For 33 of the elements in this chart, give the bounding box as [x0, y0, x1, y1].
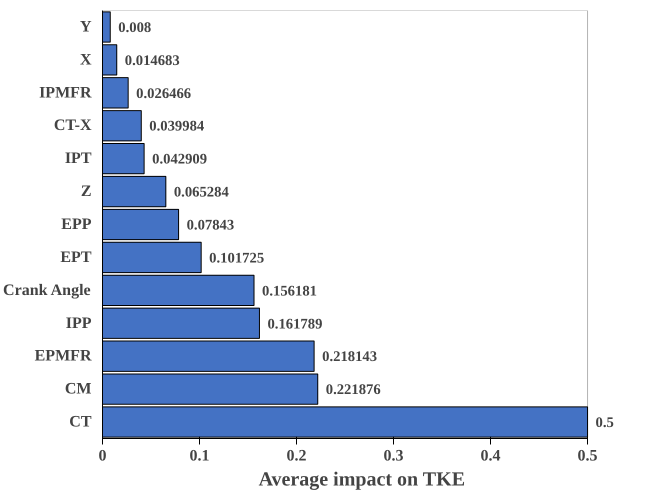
y-tick-label: IPP	[66, 314, 92, 332]
x-axis-title: Average impact on TKE	[258, 468, 466, 490]
data-label: 0.5	[596, 415, 614, 432]
data-label: 0.07843	[186, 218, 234, 234]
data-label: 0.221876	[326, 382, 381, 398]
data-label: 0.156181	[262, 283, 317, 300]
data-label: 0.008	[118, 20, 152, 36]
data-label: 0.161789	[267, 316, 322, 332]
y-tick-label: EPT	[60, 248, 92, 266]
y-tick-label: CT-X	[54, 117, 92, 134]
x-tick-label: 0	[98, 448, 106, 464]
y-tick-label: Z	[80, 183, 92, 200]
data-label: 0.065284	[174, 184, 230, 201]
y-tick-label: IPMFR	[39, 84, 92, 102]
data-label: 0.026466	[136, 86, 192, 102]
y-tick-label: CT	[69, 414, 92, 431]
data-label: 0.101725	[209, 250, 264, 266]
data-label: 0.039984	[149, 118, 205, 135]
y-tick-label: EPP	[61, 216, 92, 233]
y-tick-label: IPT	[64, 150, 92, 168]
x-tick-label: 0.1	[190, 448, 210, 464]
data-label: 0.042909	[152, 152, 208, 168]
x-tick-label: 0.3	[384, 448, 404, 464]
y-tick-label: X	[80, 51, 92, 68]
x-tick-label: 0.4	[480, 448, 501, 464]
x-tick-label: 0.5	[578, 448, 598, 464]
y-tick-label: EPMFR	[34, 348, 92, 365]
data-label: 0.218143	[322, 349, 378, 366]
y-tick-label: Y	[80, 18, 92, 36]
x-tick-label: 0.2	[286, 448, 307, 464]
data-label: 0.014683	[124, 52, 180, 69]
y-tick-label: Crank Angle	[3, 282, 91, 299]
y-tick-label: CM	[64, 380, 92, 398]
